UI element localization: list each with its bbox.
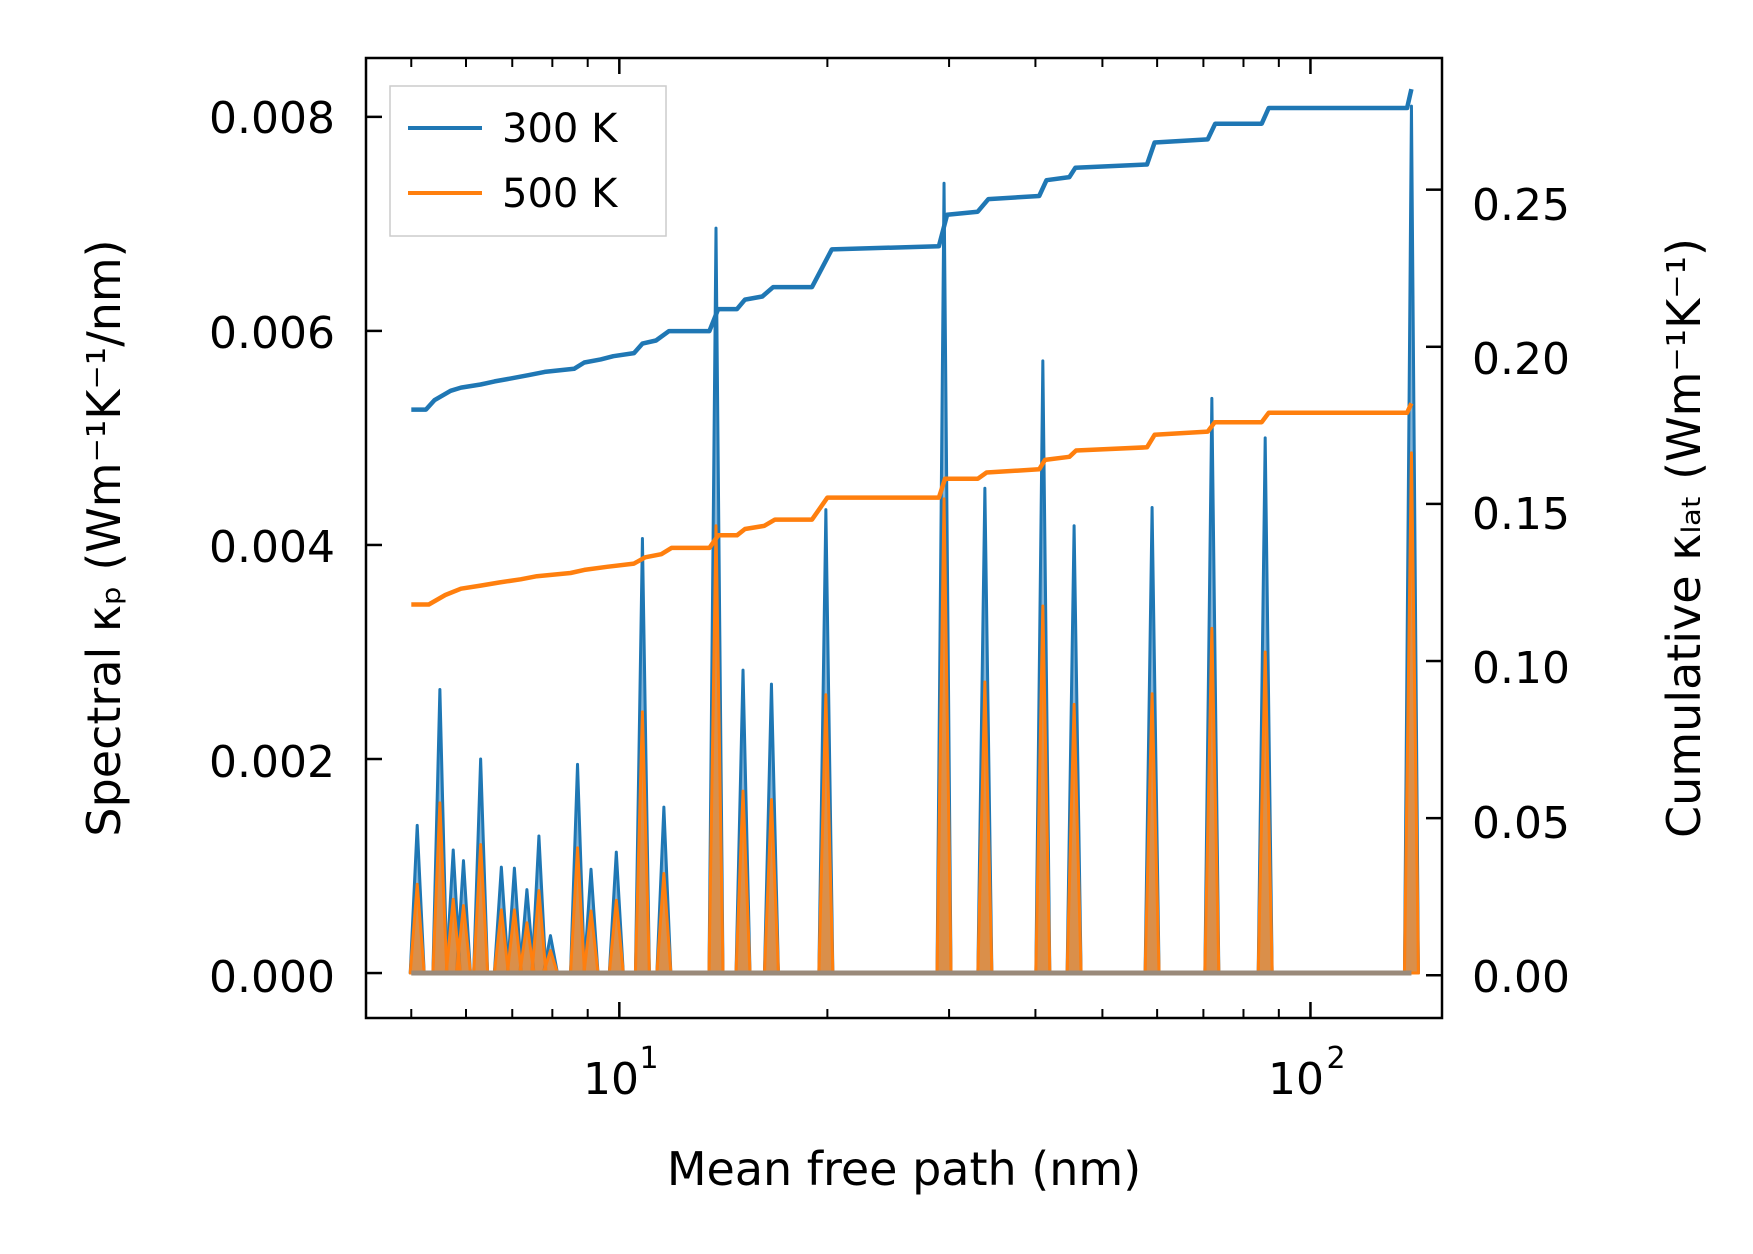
y-left-tick-label-4: 0.008 <box>209 93 335 144</box>
y-left-tick-label-1: 0.002 <box>209 737 335 788</box>
legend-label-300k: 300 K <box>502 106 619 152</box>
y-right-tick-label-1: 0.05 <box>1472 798 1570 849</box>
cumulative-line-300k <box>411 88 1414 412</box>
y-right-tick-label-3: 0.15 <box>1472 489 1570 540</box>
plot-frame <box>364 56 1444 1020</box>
spectral-fill-layer <box>408 104 1420 976</box>
x-tick-label-10-exp: 1 <box>639 1041 658 1076</box>
axis-ticks <box>366 58 1442 1018</box>
legend-label-500k: 500 K <box>502 171 619 217</box>
cumulative-line-500k <box>411 402 1414 607</box>
x-tick-label-100-exp: 2 <box>1326 1041 1345 1076</box>
x-axis-title: Mean free path (nm) <box>667 1142 1141 1196</box>
y-right-tick-label-4: 0.20 <box>1472 334 1570 385</box>
legend: 300 K 500 K <box>389 85 667 237</box>
y-right-tick-label-5: 0.25 <box>1472 180 1570 231</box>
y-left-tick-label-3: 0.006 <box>209 308 335 359</box>
cumulative-lines-layer <box>411 88 1414 607</box>
y-right-tick-label-2: 0.10 <box>1472 643 1570 694</box>
y-right-tick-label-0: 0.00 <box>1472 952 1570 1003</box>
x-tick-label-10: 10 1 <box>583 1041 659 1105</box>
y-left-axis-title: Spectral κₚ (Wm⁻¹K⁻¹/nm) <box>77 239 131 836</box>
x-tick-label-10-base: 10 <box>583 1054 639 1105</box>
legend-box <box>389 85 667 237</box>
y-right-axis-title: Cumulative κₗₐₜ (Wm⁻¹K⁻¹) <box>1657 238 1711 838</box>
y-left-tick-label-2: 0.004 <box>209 522 335 573</box>
x-tick-label-100-base: 10 <box>1268 1054 1324 1105</box>
x-tick-label-100: 10 2 <box>1268 1041 1346 1105</box>
y-left-tick-label-0: 0.000 <box>209 952 335 1003</box>
